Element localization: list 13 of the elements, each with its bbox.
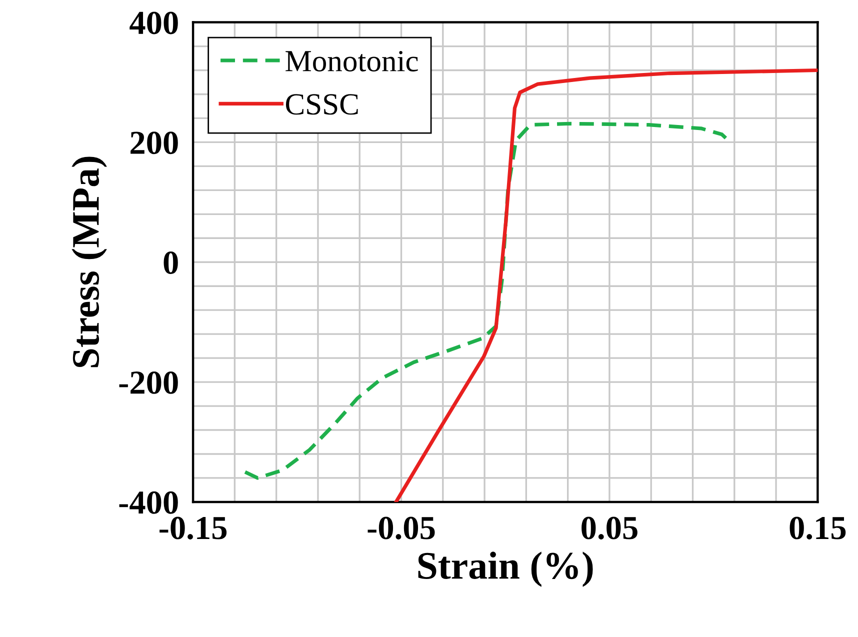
y-tick-label: 0 xyxy=(164,252,178,274)
y-axis-title: Stress (MPa) xyxy=(72,156,107,368)
x-tick-label: -0.05 xyxy=(368,516,435,540)
y-tick-label: 400 xyxy=(130,12,178,34)
x-tick-label: -0.15 xyxy=(160,516,227,540)
x-axis-title: Strain (%) xyxy=(418,552,593,587)
x-tick-label: 0.05 xyxy=(582,516,638,540)
legend-label: Monotonic xyxy=(286,50,418,72)
y-tick-label: -400 xyxy=(119,491,178,514)
x-tick-label: 0.15 xyxy=(790,516,846,540)
y-tick-label: -200 xyxy=(119,371,178,394)
legend-label: CSSC xyxy=(286,94,358,115)
y-tick-label: 200 xyxy=(130,132,178,154)
